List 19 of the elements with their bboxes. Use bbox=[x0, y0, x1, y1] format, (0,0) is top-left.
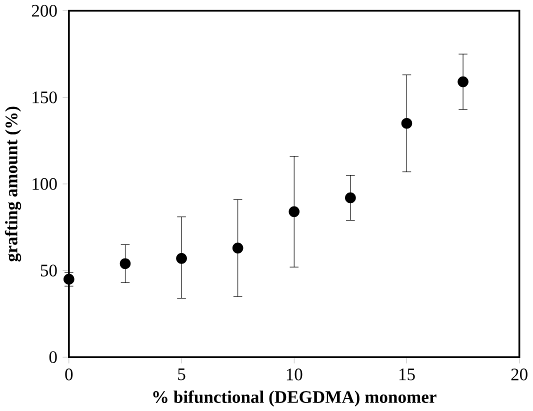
x-axis-title: % bifunctional (DEGDMA) monomer bbox=[153, 390, 436, 406]
point bbox=[120, 258, 131, 269]
y-tick-label: 50 bbox=[40, 264, 57, 276]
x-tick-label: 5 bbox=[178, 368, 186, 380]
y-tick-label: 100 bbox=[32, 178, 57, 190]
point bbox=[288, 206, 300, 217]
y-tick-label: 0 bbox=[49, 351, 57, 363]
x-tick-label: 15 bbox=[400, 368, 415, 380]
x-tick-label: 0 bbox=[65, 368, 73, 380]
x-tick-label: 10 bbox=[286, 368, 302, 380]
x-tick-label: 20 bbox=[511, 368, 528, 380]
y-tick-label: 200 bbox=[32, 4, 57, 16]
point bbox=[401, 118, 412, 129]
point bbox=[176, 252, 187, 264]
point bbox=[232, 242, 244, 254]
y-axis-title: grafting amount (%) bbox=[4, 106, 22, 262]
point bbox=[458, 76, 468, 88]
point bbox=[345, 192, 356, 204]
y-tick-label: 150 bbox=[32, 91, 57, 104]
